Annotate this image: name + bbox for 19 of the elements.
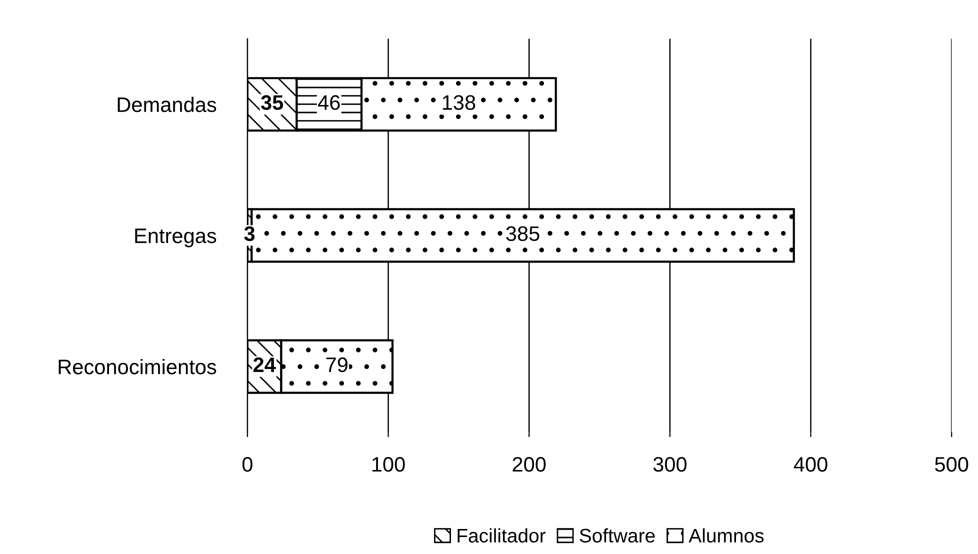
legend-label: Alumnos: [688, 528, 764, 543]
x-tick-label: 400: [794, 456, 828, 472]
data-label: 24: [253, 357, 276, 372]
x-tick-label: 100: [372, 456, 405, 472]
data-label: 46: [318, 95, 340, 110]
legend-label: Facilitador: [458, 528, 546, 543]
legend-label: Software: [580, 528, 655, 543]
data-label: 138: [442, 95, 476, 110]
y-tick-label: Demandas: [118, 96, 216, 112]
x-tick-label: 300: [653, 456, 686, 472]
data-label: 79: [326, 357, 348, 372]
data-label: 35: [260, 95, 284, 110]
x-tick-label: 500: [935, 456, 968, 472]
data-label: 3: [244, 226, 255, 242]
y-tick-label: Reconocimientos: [58, 359, 216, 374]
x-tick-label: 0: [242, 456, 252, 472]
y-tick-label: Entregas: [135, 228, 216, 248]
x-tick-label: 200: [512, 456, 546, 472]
data-label: 385: [506, 226, 540, 242]
